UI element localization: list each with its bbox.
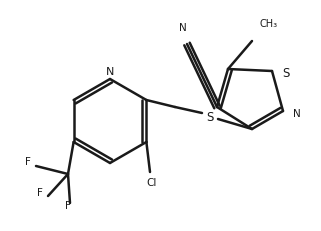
Text: N: N (293, 109, 301, 119)
Text: S: S (206, 111, 214, 124)
Text: N: N (106, 67, 114, 77)
Text: F: F (25, 156, 31, 166)
Text: CH₃: CH₃ (260, 19, 278, 29)
Text: F: F (65, 200, 71, 210)
Text: S: S (282, 67, 290, 80)
Text: Cl: Cl (147, 177, 157, 187)
Text: N: N (179, 23, 187, 33)
Text: F: F (37, 187, 43, 197)
